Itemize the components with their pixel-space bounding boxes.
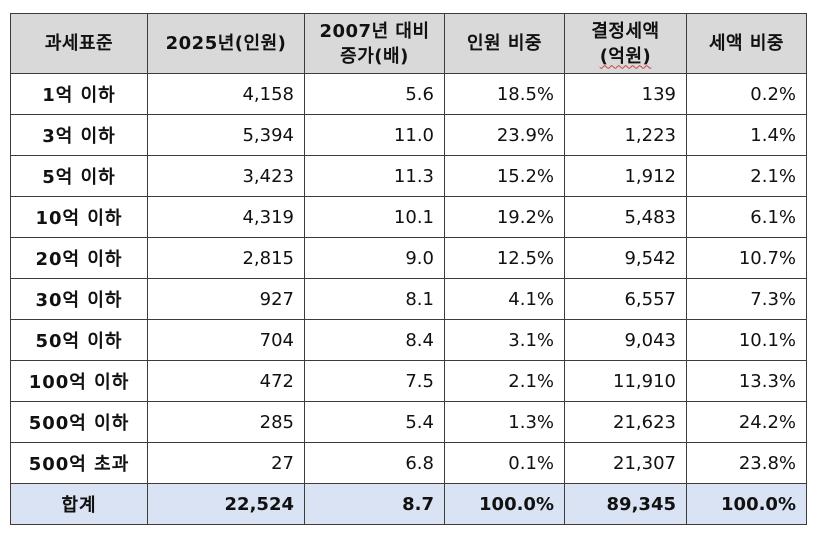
row-category: 3억 이하 (10, 114, 148, 156)
row-tax: 11,910 (564, 360, 687, 402)
row-tax-share: 2.1% (686, 155, 807, 197)
row-tax: 6,557 (564, 278, 687, 320)
table-row: 30억 이하 927 8.1 4.1% 6,557 7.3% (10, 278, 807, 320)
header-growth-line2: 증가(배) (340, 45, 409, 67)
row-tax: 21,623 (564, 401, 687, 443)
row-category: 100억 이하 (10, 360, 148, 402)
header-row: 과세표준 2025년(인원) 2007년 대비 증가(배) 인원 비중 결정세액… (10, 13, 807, 74)
row-people: 927 (147, 278, 305, 320)
row-people: 4,319 (147, 196, 305, 238)
row-tax-share: 13.3% (686, 360, 807, 402)
row-tax: 21,307 (564, 442, 687, 484)
row-growth: 5.6 (304, 73, 445, 115)
row-people-share: 18.5% (444, 73, 565, 115)
row-growth: 11.3 (304, 155, 445, 197)
row-tax-share: 24.2% (686, 401, 807, 443)
row-tax: 1,223 (564, 114, 687, 156)
row-people-share: 19.2% (444, 196, 565, 238)
row-people: 704 (147, 319, 305, 361)
table-row: 50억 이하 704 8.4 3.1% 9,043 10.1% (10, 319, 807, 361)
header-tax-line2: (억원) (599, 45, 652, 67)
row-people: 285 (147, 401, 305, 443)
total-row: 합계 22,524 8.7 100.0% 89,345 100.0% (10, 483, 807, 525)
row-tax-share: 6.1% (686, 196, 807, 238)
table-row: 10억 이하 4,319 10.1 19.2% 5,483 6.1% (10, 196, 807, 238)
row-people-share: 1.3% (444, 401, 565, 443)
row-category: 5억 이하 (10, 155, 148, 197)
header-people-share: 인원 비중 (444, 13, 565, 74)
row-people-share: 3.1% (444, 319, 565, 361)
row-tax: 139 (564, 73, 687, 115)
row-people: 472 (147, 360, 305, 402)
table-row: 1억 이하 4,158 5.6 18.5% 139 0.2% (10, 73, 807, 115)
total-growth: 8.7 (304, 483, 445, 525)
row-people: 2,815 (147, 237, 305, 279)
row-tax: 1,912 (564, 155, 687, 197)
row-people-share: 15.2% (444, 155, 565, 197)
table-row: 500억 이하 285 5.4 1.3% 21,623 24.2% (10, 401, 807, 443)
row-tax-share: 10.7% (686, 237, 807, 279)
header-category: 과세표준 (10, 13, 148, 74)
row-tax: 9,043 (564, 319, 687, 361)
total-people: 22,524 (147, 483, 305, 525)
row-category: 30억 이하 (10, 278, 148, 320)
row-people-share: 12.5% (444, 237, 565, 279)
table-body: 1억 이하 4,158 5.6 18.5% 139 0.2% 3억 이하 5,394 11.0 2… (10, 73, 807, 484)
row-category: 10억 이하 (10, 196, 148, 238)
header-people-2025: 2025년(인원) (147, 13, 305, 74)
row-growth: 7.5 (304, 360, 445, 402)
row-tax-share: 23.8% (686, 442, 807, 484)
row-growth: 9.0 (304, 237, 445, 279)
total-people-share: 100.0% (444, 483, 565, 525)
total-category: 합계 (10, 483, 148, 525)
row-tax: 9,542 (564, 237, 687, 279)
total-tax-share: 100.0% (686, 483, 807, 525)
header-tax: 결정세액 (억원) (564, 13, 687, 74)
row-people-share: 0.1% (444, 442, 565, 484)
header-growth-line1: 2007년 대비 (319, 20, 430, 42)
row-tax: 5,483 (564, 196, 687, 238)
row-people-share: 4.1% (444, 278, 565, 320)
row-growth: 11.0 (304, 114, 445, 156)
table-row: 500억 초과 27 6.8 0.1% 21,307 23.8% (10, 442, 807, 484)
row-people: 4,158 (147, 73, 305, 115)
row-people: 27 (147, 442, 305, 484)
row-people-share: 23.9% (444, 114, 565, 156)
row-people-share: 2.1% (444, 360, 565, 402)
total-tax: 89,345 (564, 483, 687, 525)
row-category: 500억 초과 (10, 442, 148, 484)
table-row: 20억 이하 2,815 9.0 12.5% 9,542 10.7% (10, 237, 807, 279)
row-growth: 8.4 (304, 319, 445, 361)
row-tax-share: 1.4% (686, 114, 807, 156)
row-category: 500억 이하 (10, 401, 148, 443)
tax-bracket-table: 과세표준 2025년(인원) 2007년 대비 증가(배) 인원 비중 결정세액… (10, 13, 807, 525)
row-people: 5,394 (147, 114, 305, 156)
row-growth: 5.4 (304, 401, 445, 443)
table-row: 3억 이하 5,394 11.0 23.9% 1,223 1.4% (10, 114, 807, 156)
row-growth: 8.1 (304, 278, 445, 320)
row-category: 20억 이하 (10, 237, 148, 279)
row-category: 50억 이하 (10, 319, 148, 361)
row-category: 1억 이하 (10, 73, 148, 115)
table-row: 5억 이하 3,423 11.3 15.2% 1,912 2.1% (10, 155, 807, 197)
row-growth: 10.1 (304, 196, 445, 238)
table-row: 100억 이하 472 7.5 2.1% 11,910 13.3% (10, 360, 807, 402)
header-tax-share: 세액 비중 (686, 13, 807, 74)
header-growth: 2007년 대비 증가(배) (304, 13, 445, 74)
row-people: 3,423 (147, 155, 305, 197)
row-tax-share: 10.1% (686, 319, 807, 361)
row-growth: 6.8 (304, 442, 445, 484)
row-tax-share: 0.2% (686, 73, 807, 115)
row-tax-share: 7.3% (686, 278, 807, 320)
header-tax-line1: 결정세액 (591, 20, 660, 42)
